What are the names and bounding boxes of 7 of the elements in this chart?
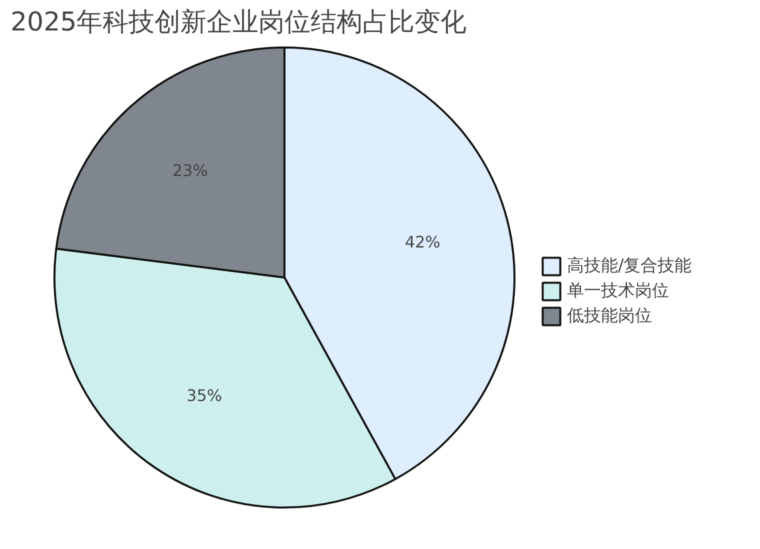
legend-label: 单一技术岗位	[567, 280, 669, 302]
legend-label: 高技能/复合技能	[567, 255, 692, 277]
data-label: 23%	[172, 161, 208, 180]
chart-title: 2025年科技创新企业岗位结构占比变化	[10, 8, 467, 38]
data-label: 35%	[186, 386, 222, 405]
legend-label: 低技能岗位	[567, 305, 652, 327]
data-label: 42%	[404, 232, 440, 252]
